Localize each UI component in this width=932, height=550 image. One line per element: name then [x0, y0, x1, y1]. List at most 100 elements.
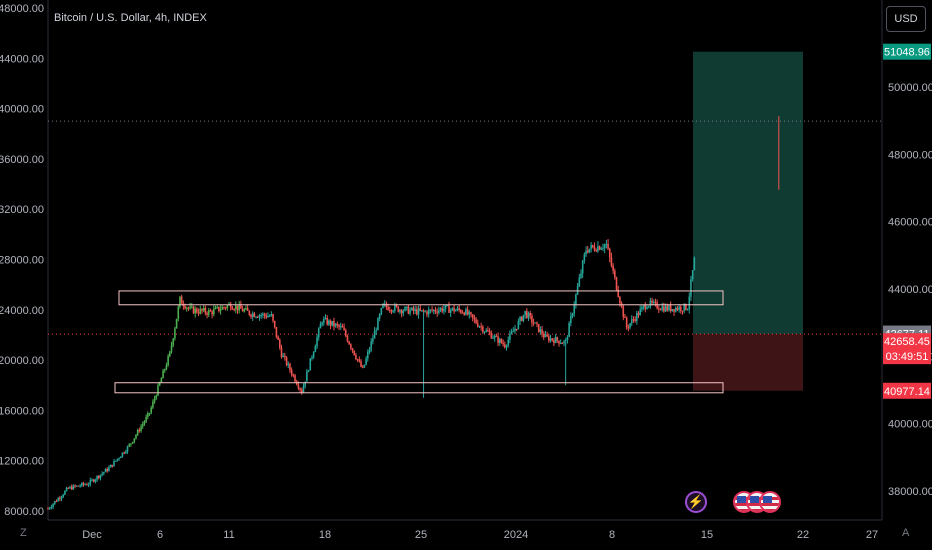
- candle-body: [647, 306, 650, 308]
- candle-body: [72, 485, 75, 490]
- candle-body: [397, 306, 400, 312]
- candle-body: [617, 289, 620, 297]
- time-axis-tick: 2024: [504, 529, 528, 541]
- candle-body: [485, 330, 488, 332]
- candle-body: [656, 302, 658, 309]
- candle-body: [422, 310, 425, 312]
- profit-area[interactable]: [693, 51, 803, 335]
- candle-body: [370, 341, 372, 350]
- long-position-tool[interactable]: [693, 51, 803, 391]
- candle-body: [639, 309, 642, 316]
- candle-body: [344, 330, 347, 336]
- candle-body: [167, 356, 169, 366]
- candle-body: [301, 389, 303, 393]
- candle-body: [150, 407, 153, 414]
- support-zone[interactable]: [114, 382, 724, 394]
- right-axis-tick: 40000.00: [888, 419, 932, 431]
- candle-body: [627, 327, 630, 329]
- candle-body: [539, 329, 542, 333]
- candle-body: [417, 308, 420, 315]
- candle-body: [64, 490, 66, 495]
- candle-body: [448, 305, 450, 313]
- candle-body: [104, 469, 107, 473]
- candle-body: [294, 375, 296, 382]
- candle-body: [478, 326, 481, 328]
- candle-body: [109, 464, 112, 468]
- candle-body: [548, 336, 550, 341]
- candle-body: [324, 317, 327, 319]
- lightning-glyph: ⚡: [687, 494, 705, 509]
- price-tag-text: 40977.14: [884, 386, 930, 398]
- candle-body: [563, 340, 565, 344]
- right-axis-tick: 50000.00: [888, 82, 932, 94]
- candle-body: [131, 441, 134, 444]
- candle-body: [316, 337, 318, 347]
- candle-body: [363, 364, 366, 368]
- candle-body: [610, 257, 613, 266]
- candle-body: [465, 309, 467, 315]
- candle-body: [373, 331, 376, 339]
- candle-body: [240, 304, 242, 309]
- candle-body: [449, 309, 452, 313]
- candle-body: [47, 508, 49, 510]
- candle-body: [285, 357, 288, 366]
- timezone-button[interactable]: Z: [20, 527, 27, 539]
- candle-body: [482, 326, 484, 332]
- candle-body: [514, 328, 516, 332]
- auto-scale-button[interactable]: A: [902, 527, 910, 539]
- left-axis-tick: 40000.00: [0, 104, 44, 116]
- candle-body: [192, 306, 195, 314]
- candle-body: [390, 310, 393, 312]
- candle-body: [419, 308, 422, 311]
- candle-body: [343, 327, 345, 331]
- time-axis-tick: 6: [157, 529, 163, 541]
- resistance-zone[interactable]: [118, 290, 724, 306]
- candle-body: [544, 334, 547, 338]
- candle-body: [615, 277, 618, 290]
- candle-body: [99, 474, 102, 478]
- right-axis-tick: 46000.00: [888, 217, 932, 229]
- time-axis: Dec 6 11 18 25 2024 8 15 22 27: [82, 529, 878, 541]
- left-axis-tick: 16000.00: [0, 405, 44, 417]
- candle-body: [328, 320, 330, 325]
- candle-body: [366, 352, 369, 359]
- candle-body: [86, 484, 88, 486]
- loss-area[interactable]: [693, 334, 803, 391]
- candle-body: [170, 345, 173, 352]
- candle-body: [121, 452, 124, 457]
- candle-body: [531, 315, 533, 323]
- time-axis-tick: 22: [797, 529, 809, 541]
- candle-body: [566, 337, 569, 340]
- candle-body: [263, 313, 266, 316]
- candle-body: [463, 312, 466, 315]
- candle-body: [676, 307, 679, 310]
- left-axis-tick: 36000.00: [0, 154, 44, 166]
- candle-body: [480, 326, 482, 328]
- candle-body: [128, 444, 131, 447]
- candle-body: [510, 331, 513, 334]
- candle-body: [233, 309, 235, 311]
- candle-body: [685, 303, 687, 310]
- candle-body: [162, 370, 164, 379]
- candle-body: [103, 472, 105, 474]
- candle-body: [592, 245, 594, 247]
- candle-body: [603, 244, 606, 249]
- candle-body: [625, 317, 628, 328]
- candle-body: [251, 313, 254, 317]
- candle-body: [155, 395, 158, 399]
- candle-body: [92, 479, 95, 482]
- candle-body: [211, 311, 213, 315]
- candle-body: [218, 306, 220, 312]
- candle-body: [512, 331, 515, 333]
- candle-body: [246, 307, 249, 311]
- lightning-bolt-icon[interactable]: ⚡: [685, 491, 707, 513]
- candle-body: [585, 250, 587, 255]
- candle-body: [475, 319, 477, 324]
- candle-body: [241, 308, 244, 312]
- currency-button[interactable]: USD: [886, 6, 926, 32]
- candle-body: [238, 304, 240, 311]
- candle-body: [67, 487, 70, 489]
- time-axis-tick: 11: [223, 529, 234, 541]
- us-flag-icon[interactable]: [759, 491, 781, 513]
